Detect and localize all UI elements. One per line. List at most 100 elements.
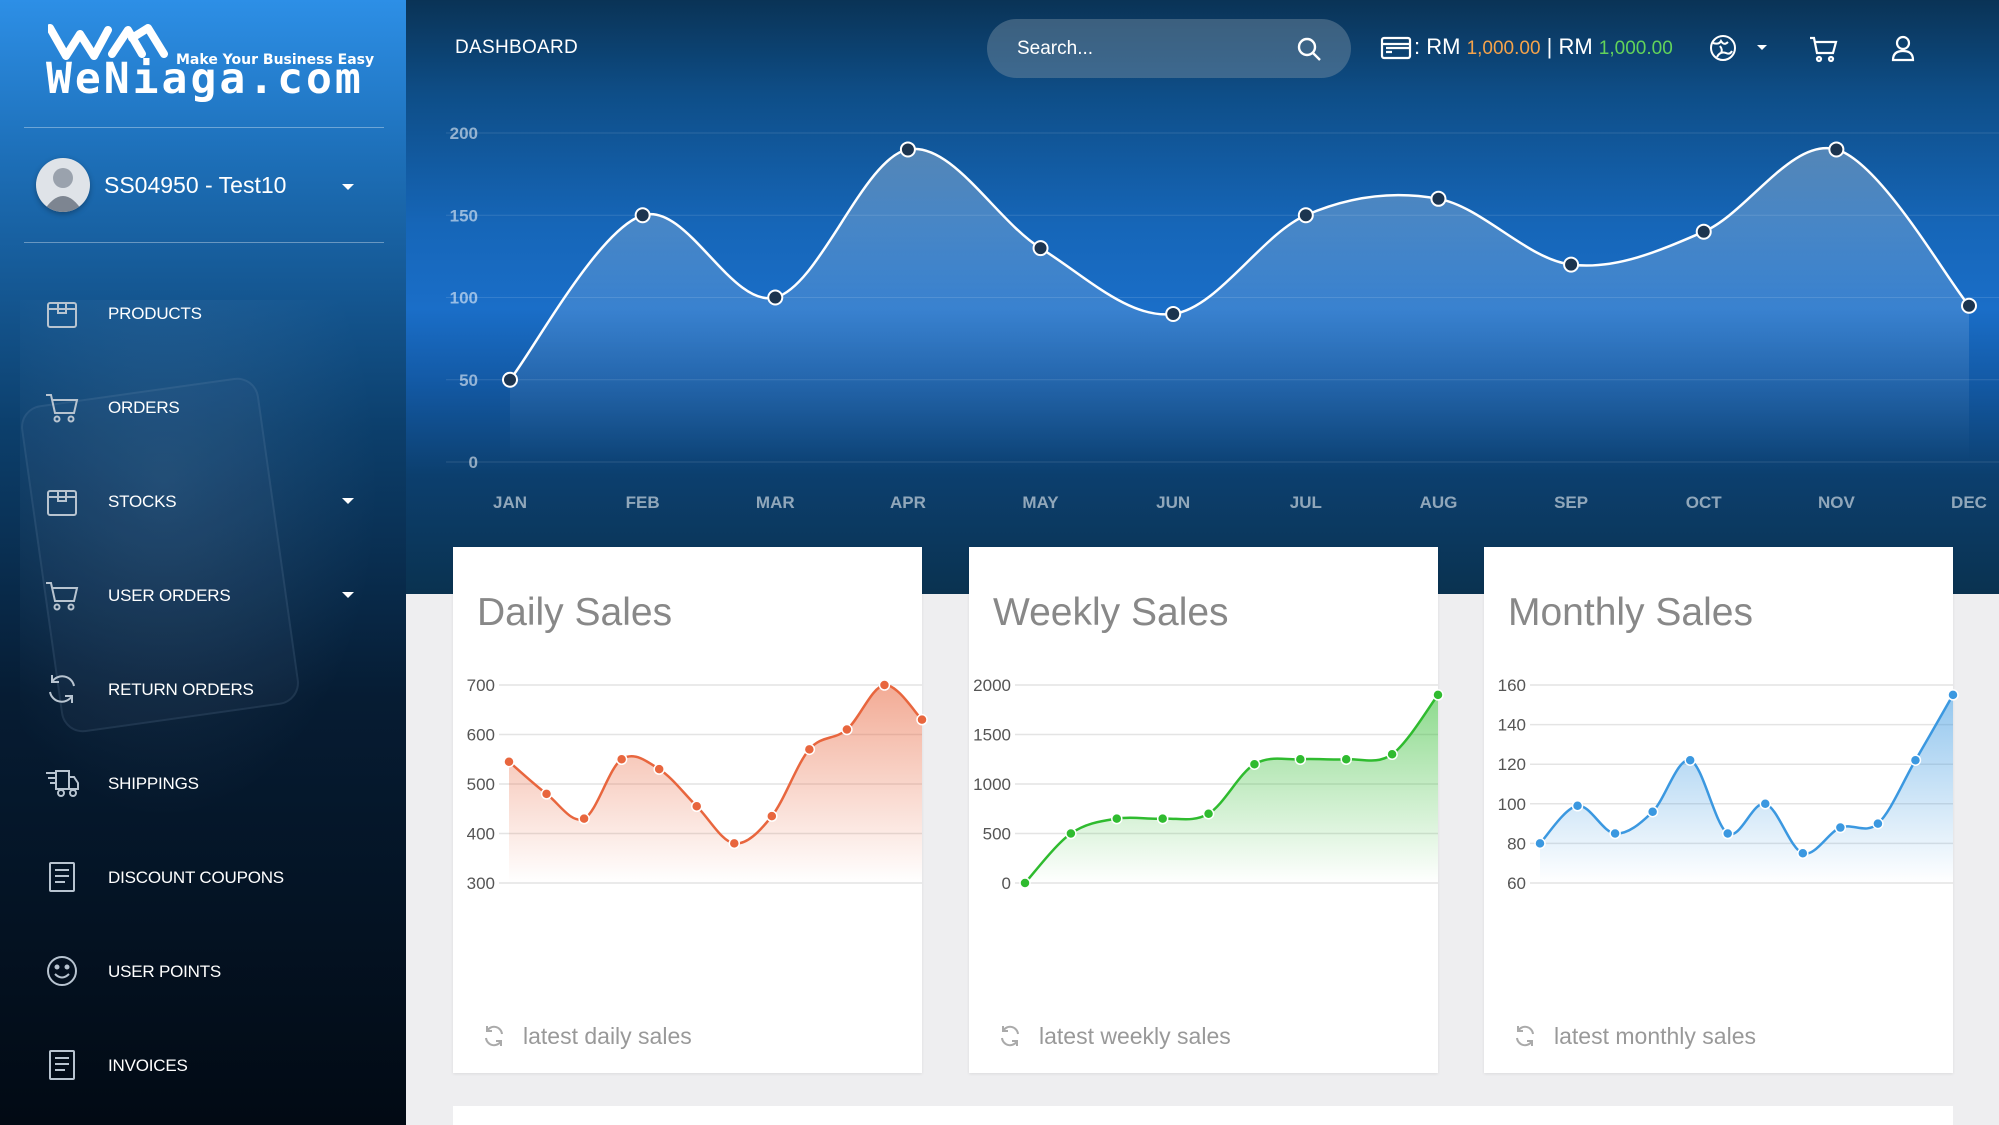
series-area (1540, 694, 1953, 883)
x-tick-label: NOV (1818, 493, 1856, 512)
search-input[interactable]: Search... (987, 19, 1351, 78)
sidebar-item-label: DISCOUNT COUPONS (108, 868, 284, 887)
wallet-text: : RM 1,000.00 | RM 1,000.00 (1414, 34, 1673, 60)
data-point (1165, 305, 1182, 322)
box-icon (47, 490, 77, 516)
sidebar-item-user-orders[interactable]: USER ORDERS (0, 560, 406, 630)
y-tick-label: 700 (467, 676, 495, 695)
annual-sales-chart-svg: 0 50 100 150 200 JAN FEB MAR APR MAY JUN JUL AUG SEP O… (446, 124, 1999, 512)
series-area (509, 684, 922, 883)
y-tick-label: 0 (469, 453, 478, 472)
data-point (502, 371, 518, 388)
sidebar-item-shippings[interactable]: SHIPPINGS (0, 748, 406, 818)
cart-icon (46, 394, 79, 423)
y-tick-label: 80 (1507, 834, 1526, 853)
y-tick-label: 2000 (973, 676, 1011, 695)
y-tick-label: 600 (467, 726, 495, 745)
sidebar-item-user-points[interactable]: USER POINTS (0, 936, 406, 1006)
data-point (1947, 689, 1959, 701)
card-footer-text: latest weekly sales (1039, 1023, 1231, 1049)
y-tick-label: 100 (450, 289, 478, 308)
data-point (1834, 821, 1847, 834)
data-point (634, 207, 651, 224)
wallet-separator: | RM (1540, 34, 1599, 59)
user-icon[interactable] (1888, 33, 1918, 63)
y-tick-label: 1500 (973, 726, 1011, 745)
sidebar-item-discount-coupons[interactable]: DISCOUNT COUPONS (0, 842, 406, 912)
wallet-amount-2: 1,000.00 (1598, 38, 1673, 59)
data-point (1202, 807, 1215, 820)
cart-icon[interactable] (1808, 33, 1838, 63)
data-point (1340, 753, 1352, 765)
sidebar-item-label: USER POINTS (108, 962, 222, 981)
data-point (540, 788, 553, 800)
search-icon[interactable] (1295, 35, 1323, 63)
data-point (503, 755, 515, 768)
refresh-icon[interactable] (481, 1023, 507, 1049)
logo[interactable]: Make Your Business Easy WeNiaga.com (46, 22, 376, 112)
data-point (767, 289, 784, 306)
x-tick-label: JUL (1290, 493, 1322, 512)
data-point (1759, 798, 1772, 810)
data-point (1563, 256, 1580, 273)
sidebar-item-products[interactable]: PRODUCTS (0, 278, 406, 348)
data-point (1797, 847, 1809, 860)
daily-sales-chart: 300 400 500 600 700 (453, 665, 928, 905)
avatar (36, 158, 90, 212)
data-point (1294, 753, 1307, 765)
x-tick-label: JAN (493, 493, 527, 512)
x-tick-label: DEC (1951, 493, 1987, 512)
y-tick-label: 500 (467, 775, 495, 794)
globe-icon[interactable] (1708, 33, 1738, 63)
data-point (1609, 827, 1621, 840)
y-tick-label: 200 (450, 124, 478, 143)
x-tick-label: MAR (756, 493, 795, 512)
document-icon (49, 862, 75, 892)
sidebar-divider (24, 127, 384, 128)
data-point (690, 800, 703, 813)
sidebar-item-stocks[interactable]: STOCKS (0, 466, 406, 536)
sidebar-item-return-orders[interactable]: RETURN ORDERS (0, 654, 406, 724)
refresh-icon[interactable] (1512, 1023, 1538, 1049)
x-tick-label: APR (890, 493, 926, 512)
refresh-icon[interactable] (997, 1023, 1023, 1049)
y-tick-label: 500 (983, 825, 1011, 844)
y-tick-label: 160 (1498, 676, 1526, 695)
truck-icon (46, 770, 79, 797)
cart-icon (46, 582, 79, 611)
card-footer-text: latest monthly sales (1554, 1023, 1756, 1049)
y-tick-label: 150 (450, 206, 478, 225)
data-point (1571, 800, 1584, 812)
language-dropdown-icon[interactable] (1757, 45, 1767, 50)
x-tick-label: SEP (1554, 493, 1588, 512)
sidebar-item-label: USER ORDERS (108, 586, 231, 605)
user-menu[interactable]: SS04950 - Test10 (36, 158, 376, 214)
data-point (1156, 812, 1169, 825)
data-point (1534, 837, 1546, 850)
sidebar: Make Your Business Easy WeNiaga.com SS04… (0, 0, 406, 1125)
sidebar-item-orders[interactable]: ORDERS (0, 372, 406, 442)
card-title: Daily Sales (477, 591, 673, 634)
logo-name: WeNiaga.com (46, 54, 364, 104)
data-point (899, 141, 916, 158)
data-point (1961, 297, 1977, 314)
data-point (1297, 207, 1314, 224)
document-icon (49, 1050, 75, 1080)
data-point (1248, 758, 1261, 770)
x-tick-label: JUN (1156, 493, 1190, 512)
x-tick-label: MAY (1022, 493, 1059, 512)
sidebar-item-invoices[interactable]: INVOICES (0, 1030, 406, 1100)
page-title: DASHBOARD (455, 37, 579, 58)
data-point (1872, 817, 1884, 830)
monthly-sales-card: Monthly Sales 60 80 100 120 140 160 latest mo… (1484, 547, 1959, 1073)
monthly-sales-chart: 60 80 100 120 140 160 (1484, 665, 1959, 905)
y-tick-label: 400 (467, 825, 495, 844)
y-tick-label: 50 (459, 371, 478, 390)
data-point (766, 810, 778, 822)
sidebar-item-label: PRODUCTS (108, 304, 202, 323)
series-line (1024, 694, 1439, 884)
smiley-icon (47, 956, 77, 986)
x-tick-label: AUG (1420, 493, 1458, 512)
y-tick-label: 60 (1507, 874, 1526, 893)
data-point (803, 743, 816, 756)
